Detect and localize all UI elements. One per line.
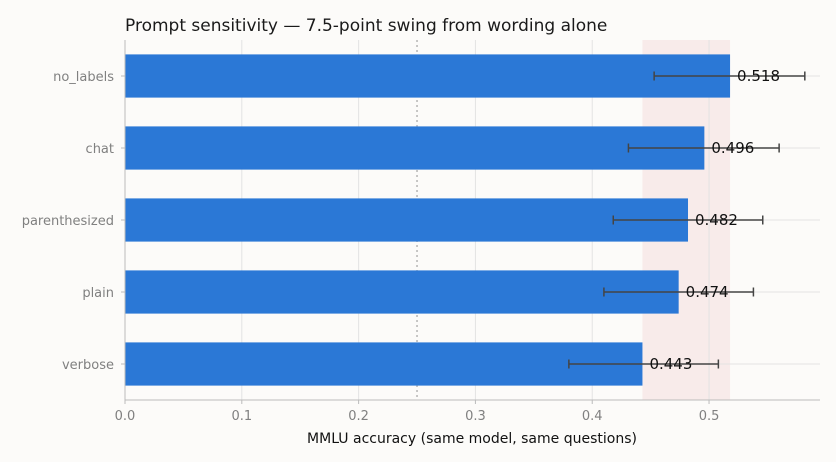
x-tick-label: 0.1 bbox=[231, 409, 252, 424]
bars-layer bbox=[125, 54, 731, 386]
x-tick-label: 0.2 bbox=[348, 409, 369, 424]
x-tick-labels-layer: 0.0 0.1 0.2 0.3 0.4 0.5 bbox=[115, 400, 720, 424]
bar-plain bbox=[125, 270, 679, 314]
y-tick-label-parenthesized: parenthesized bbox=[22, 214, 114, 229]
bar-parenthesized bbox=[125, 198, 689, 242]
x-tick-label: 0.0 bbox=[115, 409, 136, 424]
bar-no_labels bbox=[125, 54, 731, 98]
bar-verbose bbox=[125, 342, 643, 386]
value-label: 0.518 bbox=[737, 67, 780, 85]
x-tick-label: 0.5 bbox=[699, 409, 720, 424]
value-label: 0.443 bbox=[649, 355, 692, 373]
value-label: 0.482 bbox=[695, 211, 738, 229]
value-label: 0.496 bbox=[711, 139, 754, 157]
y-tick-label-verbose: verbose bbox=[62, 358, 114, 373]
bar-chat bbox=[125, 126, 705, 170]
value-label: 0.474 bbox=[686, 283, 729, 301]
x-axis-label: MMLU accuracy (same model, same question… bbox=[307, 431, 637, 447]
y-tick-label-plain: plain bbox=[82, 286, 114, 301]
y-tick-label-chat: chat bbox=[86, 142, 114, 157]
chart-title: Prompt sensitivity — 7.5-point swing fro… bbox=[125, 16, 607, 36]
value-labels-layer: 0.518 0.496 0.482 0.474 0.443 bbox=[649, 67, 780, 373]
x-tick-label: 0.4 bbox=[582, 409, 603, 424]
y-tick-label-no_labels: no_labels bbox=[53, 70, 114, 85]
error-bars-layer bbox=[568, 71, 806, 369]
x-tick-label: 0.3 bbox=[465, 409, 486, 424]
